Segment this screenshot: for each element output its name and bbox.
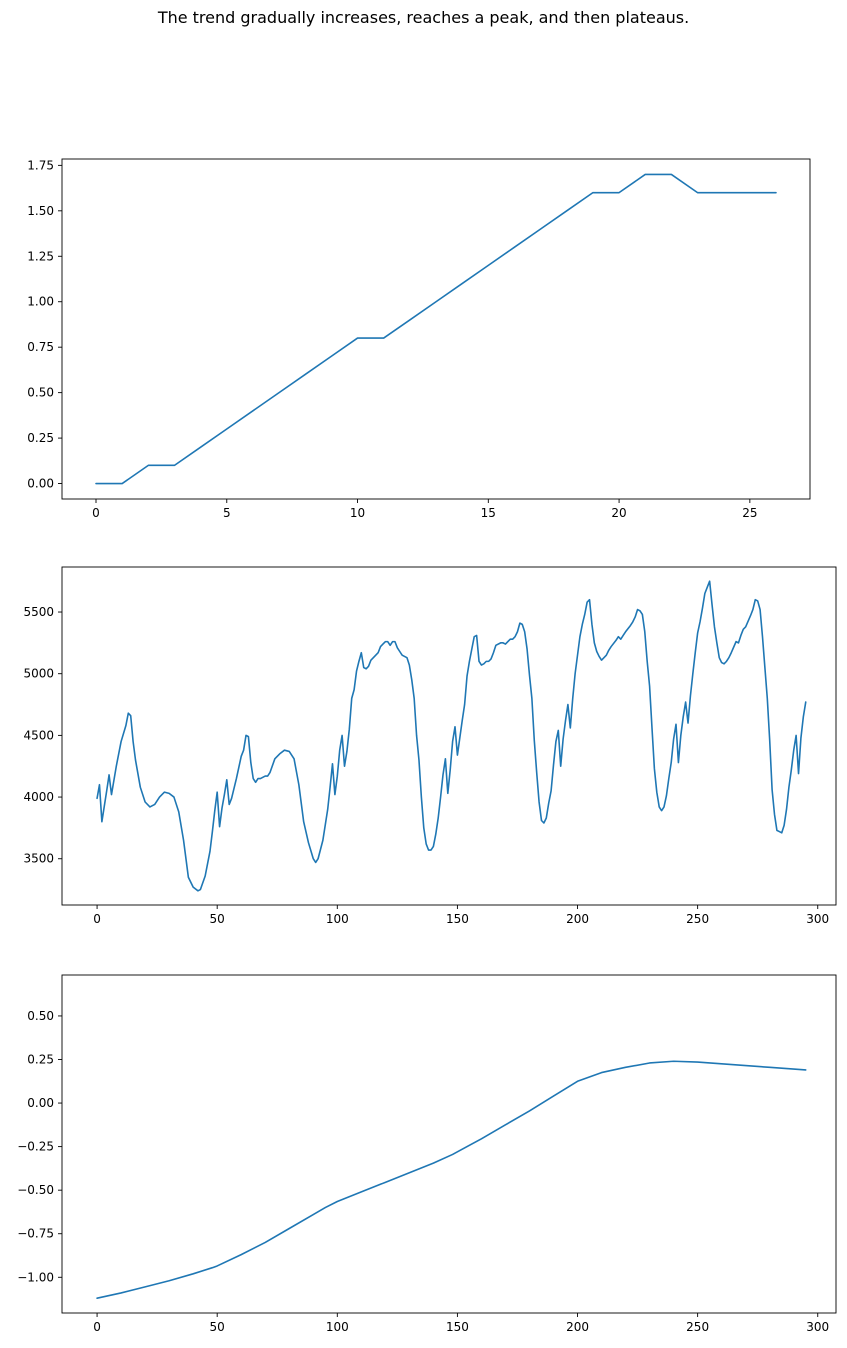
chart-1-xtick-label: 10 — [350, 506, 365, 520]
chart-1-xtick-label: 25 — [742, 506, 757, 520]
chart-1-xtick-label: 5 — [223, 506, 231, 520]
figure-suptitle: The trend gradually increases, reaches a… — [157, 8, 690, 27]
chart-3-xtick-label: 100 — [326, 1320, 349, 1334]
chart-3-ytick-label: −0.50 — [17, 1183, 54, 1197]
chart-3-xtick-label: 200 — [566, 1320, 589, 1334]
chart-3-ytick-label: −1.00 — [17, 1270, 54, 1284]
chart-2-xtick-label: 100 — [326, 912, 349, 926]
chart-3: 0 50 100 150 200 250 300 −1.00 −0.75 −0.50 −0.25 0.… — [17, 974, 837, 1334]
chart-2-ytick-label: 3500 — [23, 852, 54, 866]
chart-2-xtick-label: 300 — [806, 912, 829, 926]
chart-3-ytick-label: 0.25 — [27, 1053, 54, 1067]
chart-1-xtick-label: 20 — [611, 506, 626, 520]
chart-2-xtick-label: 0 — [93, 912, 101, 926]
chart-1-ytick-label: 0.50 — [27, 386, 54, 400]
chart-1-ytick-label: 1.50 — [27, 204, 54, 218]
chart-3-xtick-label: 250 — [686, 1320, 709, 1334]
chart-2-ytick-label: 4500 — [23, 728, 54, 742]
chart-3-frame — [61, 974, 837, 1314]
chart-2-ytick-label: 5000 — [23, 667, 54, 681]
chart-1-ytick-label: 1.25 — [27, 249, 54, 263]
chart-2-xtick-label: 50 — [210, 912, 225, 926]
chart-3-xtick-label: 150 — [446, 1320, 469, 1334]
chart-1-ytick-label: 0.75 — [27, 340, 54, 354]
chart-3-xtick-label: 50 — [210, 1320, 225, 1334]
chart-3-xtick-label: 300 — [806, 1320, 829, 1334]
chart-1-xtick-label: 15 — [481, 506, 496, 520]
chart-2-ytick-label: 5500 — [23, 605, 54, 619]
chart-3-ytick-label: 0.50 — [27, 1009, 54, 1023]
chart-1-ytick-label: 1.00 — [27, 295, 54, 309]
chart-3-ytick-label: −0.25 — [17, 1140, 54, 1154]
chart-2-xtick-label: 200 — [566, 912, 589, 926]
chart-2-frame — [61, 566, 837, 906]
chart-1-xtick-label: 0 — [92, 506, 100, 520]
chart-1: 0 5 10 15 20 25 0.00 0.25 0.50 0.75 1.00 1.25 1.50 1.… — [27, 158, 811, 520]
chart-1-series-line — [95, 173, 777, 485]
chart-1-ytick-label: 0.00 — [27, 477, 54, 491]
chart-2: 0 50 100 150 200 250 300 3500 4000 4500 5000 5500 — [23, 566, 837, 926]
chart-2-xtick-label: 150 — [446, 912, 469, 926]
chart-1-frame — [61, 158, 811, 500]
chart-2-xtick-label: 250 — [686, 912, 709, 926]
chart-2-ytick-label: 4000 — [23, 790, 54, 804]
chart-3-xtick-label: 0 — [93, 1320, 101, 1334]
chart-3-ytick-label: 0.00 — [27, 1096, 54, 1110]
chart-1-ytick-label: 0.25 — [27, 431, 54, 445]
chart-3-ytick-label: −0.75 — [17, 1227, 54, 1241]
chart-3-series-line — [96, 1060, 807, 1299]
chart-1-ytick-label: 1.75 — [27, 158, 54, 172]
chart-2-series-line — [96, 580, 807, 892]
